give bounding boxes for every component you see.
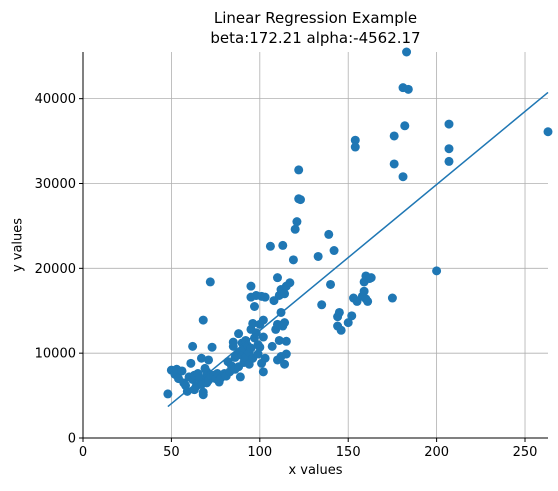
data-point <box>280 318 290 328</box>
data-point <box>198 315 208 325</box>
data-point <box>177 366 187 376</box>
data-point <box>281 336 291 346</box>
data-point <box>260 353 270 363</box>
data-points <box>163 47 553 400</box>
y-axis-label: y values <box>10 217 26 273</box>
data-point <box>288 255 298 265</box>
data-point <box>265 241 275 251</box>
x-tick-label: 0 <box>79 445 87 460</box>
axes <box>82 52 548 439</box>
data-point <box>387 293 397 303</box>
data-point <box>350 142 360 152</box>
data-point <box>324 229 334 239</box>
x-axis-label: x values <box>288 463 343 478</box>
y-axis-ticks: 0 10000 20000 30000 40000 <box>35 92 83 447</box>
data-point <box>280 289 290 299</box>
data-point <box>295 195 305 205</box>
y-tick-label: 0 <box>68 432 76 447</box>
data-point <box>234 329 244 339</box>
data-point <box>350 135 360 145</box>
data-point <box>285 278 295 288</box>
y-tick-label: 20000 <box>35 262 76 277</box>
data-point <box>186 358 196 368</box>
data-point <box>272 273 282 283</box>
grid-lines <box>82 52 548 439</box>
data-point <box>274 335 284 345</box>
data-point <box>258 315 268 325</box>
data-point <box>255 342 265 352</box>
data-point <box>258 367 268 377</box>
data-point <box>317 300 327 310</box>
data-point <box>294 165 304 175</box>
data-point <box>343 318 353 328</box>
data-point <box>444 144 454 154</box>
data-point <box>326 279 336 289</box>
data-point <box>444 119 454 129</box>
data-point <box>281 349 291 359</box>
data-point <box>363 296 373 306</box>
data-point <box>347 311 357 321</box>
data-point <box>253 349 263 359</box>
regression-line-group <box>167 91 549 408</box>
data-point <box>329 246 339 256</box>
data-point <box>359 286 369 296</box>
data-point <box>196 353 206 363</box>
data-point <box>198 390 208 400</box>
data-point <box>235 372 245 382</box>
x-tick-label: 50 <box>163 445 180 460</box>
data-point <box>258 332 268 342</box>
data-point <box>389 159 399 169</box>
data-point <box>207 342 217 352</box>
data-point <box>260 292 270 302</box>
data-point <box>432 266 442 276</box>
x-tick-label: 100 <box>247 445 272 460</box>
data-point <box>188 341 198 351</box>
data-point <box>228 337 238 347</box>
data-point <box>278 240 288 250</box>
x-tick-label: 150 <box>336 445 361 460</box>
x-axis-ticks: 0 50 100 150 200 250 <box>79 438 538 460</box>
data-point <box>403 84 413 94</box>
chart-title: Linear Regression Example <box>213 9 418 27</box>
y-tick-label: 30000 <box>35 177 76 192</box>
data-point <box>400 121 410 131</box>
data-point <box>336 325 346 335</box>
data-point <box>290 224 300 234</box>
data-point <box>246 343 256 353</box>
data-point <box>334 307 344 317</box>
x-tick-label: 250 <box>513 445 538 460</box>
data-point <box>543 127 553 137</box>
data-point <box>292 217 302 227</box>
regression-line <box>167 91 549 408</box>
data-point <box>444 156 454 166</box>
data-point <box>402 47 412 57</box>
data-point <box>205 277 215 287</box>
data-point <box>250 302 260 312</box>
chart-subtitle: beta:172.21 alpha:-4562.17 <box>210 29 421 47</box>
y-tick-label: 40000 <box>35 92 76 107</box>
y-tick-label: 10000 <box>35 347 76 362</box>
x-tick-label: 200 <box>424 445 449 460</box>
data-point <box>246 281 256 291</box>
data-point <box>267 341 277 351</box>
data-point <box>204 355 214 365</box>
data-point <box>313 251 323 261</box>
data-point <box>248 318 258 328</box>
data-point <box>366 273 376 283</box>
data-point <box>389 131 399 141</box>
data-point <box>163 389 173 399</box>
data-point <box>398 172 408 182</box>
data-point <box>280 359 290 369</box>
